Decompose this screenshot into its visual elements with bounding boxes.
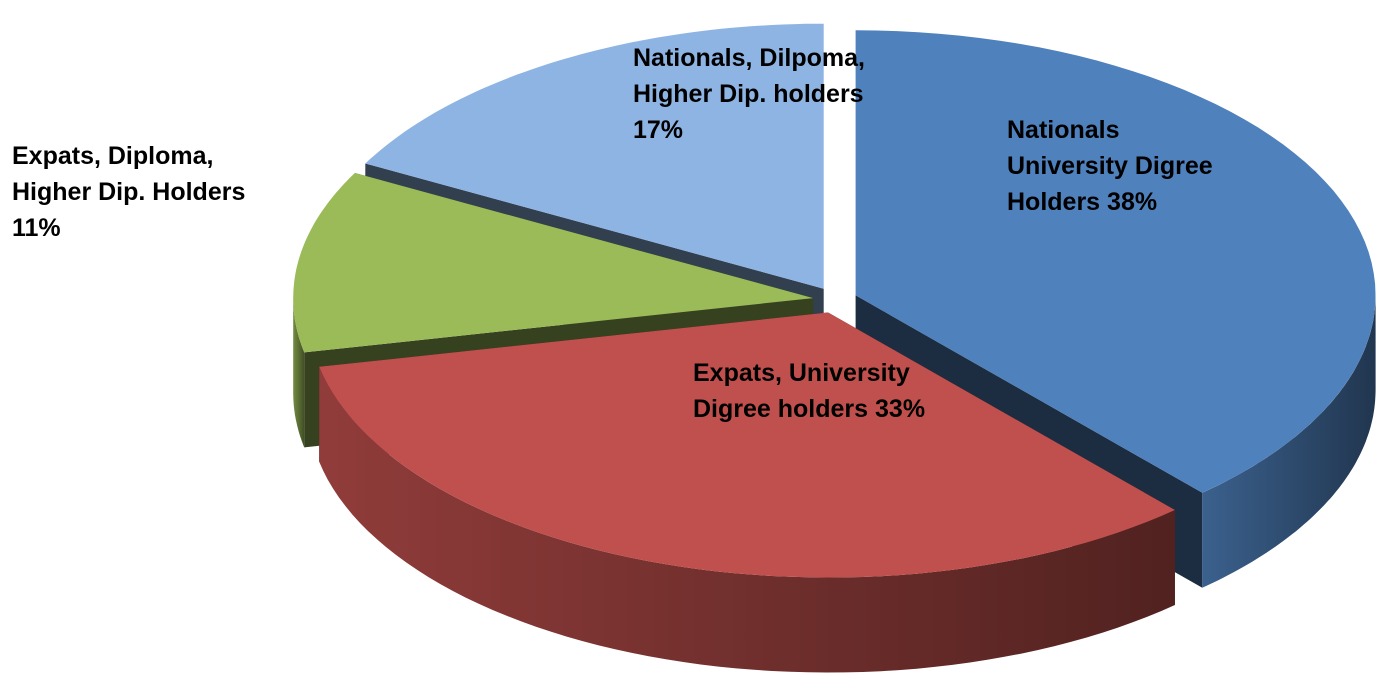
category-label: Nationals, Dilpoma, Higher Dip. holders bbox=[633, 44, 865, 108]
slice-label: Expats, University Digree holders 33% bbox=[693, 355, 933, 427]
slice bbox=[293, 173, 814, 353]
category-label: Nationals University Digree Holders bbox=[1007, 116, 1213, 216]
slice-label: Nationals, Dilpoma, Higher Dip. holders … bbox=[633, 40, 883, 148]
slice bbox=[855, 30, 1376, 493]
category-label: Expats, Diploma, Higher Dip. Holders bbox=[12, 142, 246, 206]
slice-label: Expats, Diploma, Higher Dip. Holders 11% bbox=[12, 138, 272, 246]
slice-side bbox=[1202, 295, 1376, 588]
slice-label: Nationals University Digree Holders 38% bbox=[1007, 112, 1247, 220]
value-label: 17% bbox=[633, 116, 684, 144]
value-label: 33% bbox=[875, 395, 926, 423]
slice bbox=[319, 312, 1175, 578]
slice bbox=[365, 23, 824, 289]
value-label: 38% bbox=[1107, 188, 1158, 216]
slice-side bbox=[319, 366, 1175, 673]
value-label: 11% bbox=[12, 214, 61, 242]
slice-side bbox=[293, 298, 305, 448]
category-label: Expats, University Digree holders bbox=[693, 359, 910, 423]
